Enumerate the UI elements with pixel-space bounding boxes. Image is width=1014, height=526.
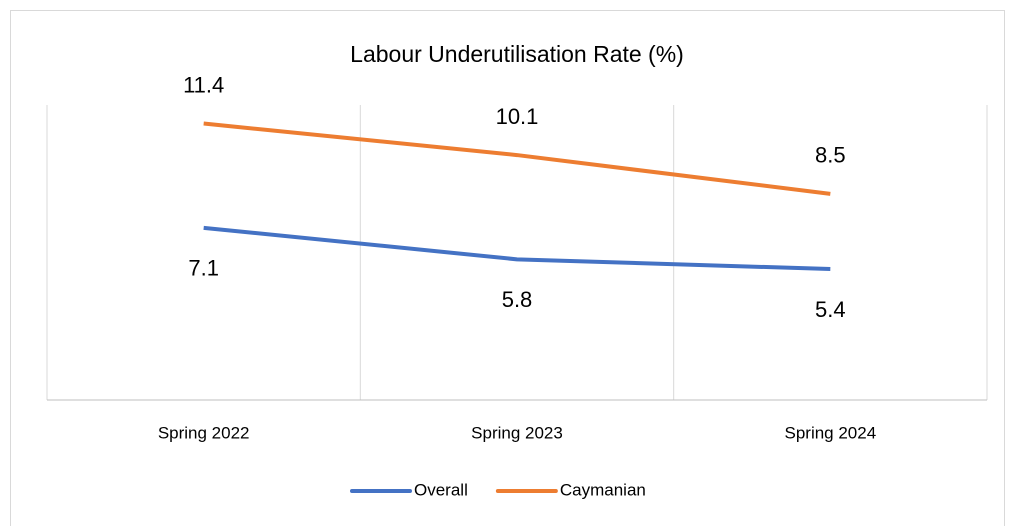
data-label: 5.8 — [502, 287, 533, 312]
data-label: 8.5 — [815, 143, 846, 168]
data-label: 10.1 — [496, 104, 539, 129]
legend-label: Caymanian — [560, 480, 646, 499]
data-label: 11.4 — [183, 72, 224, 97]
line-series — [203, 225, 831, 272]
data-label: 5.4 — [815, 297, 846, 322]
legend-label: Overall — [414, 480, 468, 499]
chart-border — [10, 10, 1005, 526]
chart-title: Labour Underutilisation Rate (%) — [350, 41, 684, 67]
data-label: 7.1 — [188, 256, 219, 281]
line-series — [203, 121, 831, 196]
x-tick-label: Spring 2023 — [471, 423, 563, 442]
x-tick-label: Spring 2024 — [784, 423, 876, 442]
x-tick-label: Spring 2022 — [158, 423, 250, 442]
